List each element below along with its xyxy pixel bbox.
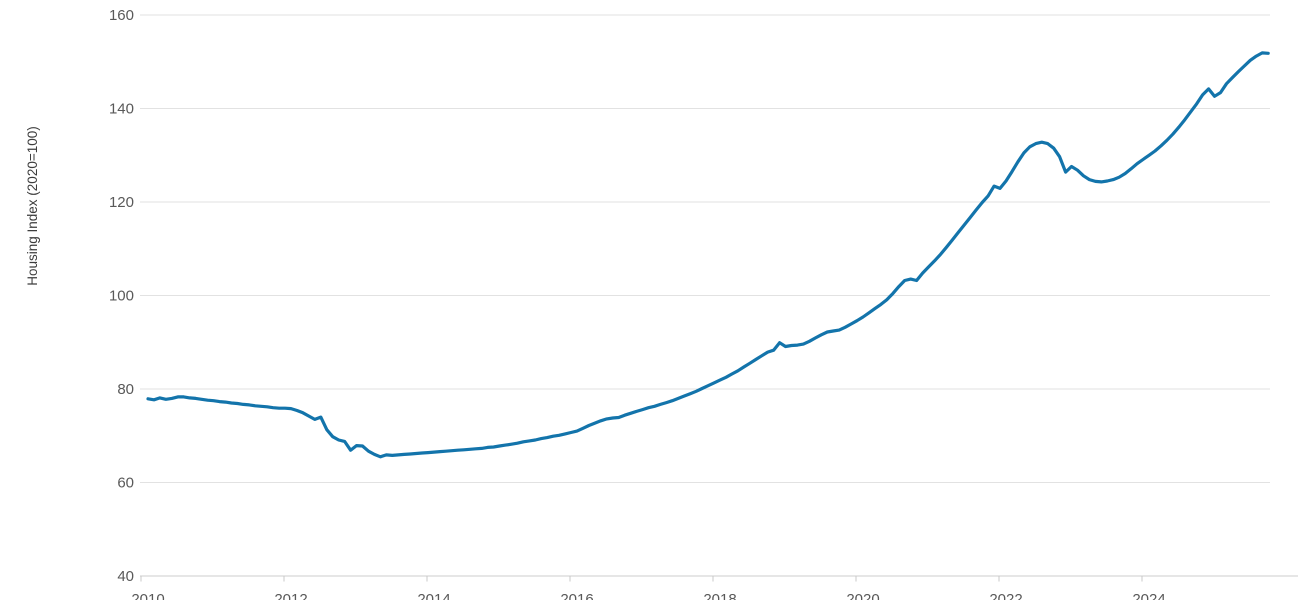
y-tick-label: 120 (109, 194, 134, 211)
y-tick-label: 80 (117, 381, 134, 398)
x-axis-ticks (140, 576, 1143, 582)
x-tick-label: 2010 (131, 591, 164, 600)
y-tick-label: 40 (117, 568, 134, 585)
x-axis-labels: 2010 2012 2014 2016 2018 2020 2022 2024 (131, 591, 1165, 600)
x-tick-label: 2016 (560, 591, 593, 600)
x-tick-label: 2014 (417, 591, 450, 600)
x-tick-label: 2024 (1132, 591, 1165, 600)
y-tick-label: 160 (109, 7, 134, 24)
y-tick-label: 140 (109, 101, 134, 118)
x-tick-label: 2022 (989, 591, 1022, 600)
y-tick-label: 60 (117, 475, 134, 492)
y-axis-title: Housing Index (2020=100) (25, 126, 40, 286)
x-tick-label: 2018 (703, 591, 736, 600)
housing-index-line (146, 51, 1270, 459)
y-axis-labels: 40 60 80 100 120 140 160 (109, 7, 134, 585)
x-tick-label: 2012 (274, 591, 307, 600)
gridlines (140, 14, 1270, 577)
x-tick-label: 2020 (846, 591, 879, 600)
y-tick-label: 100 (109, 288, 134, 305)
